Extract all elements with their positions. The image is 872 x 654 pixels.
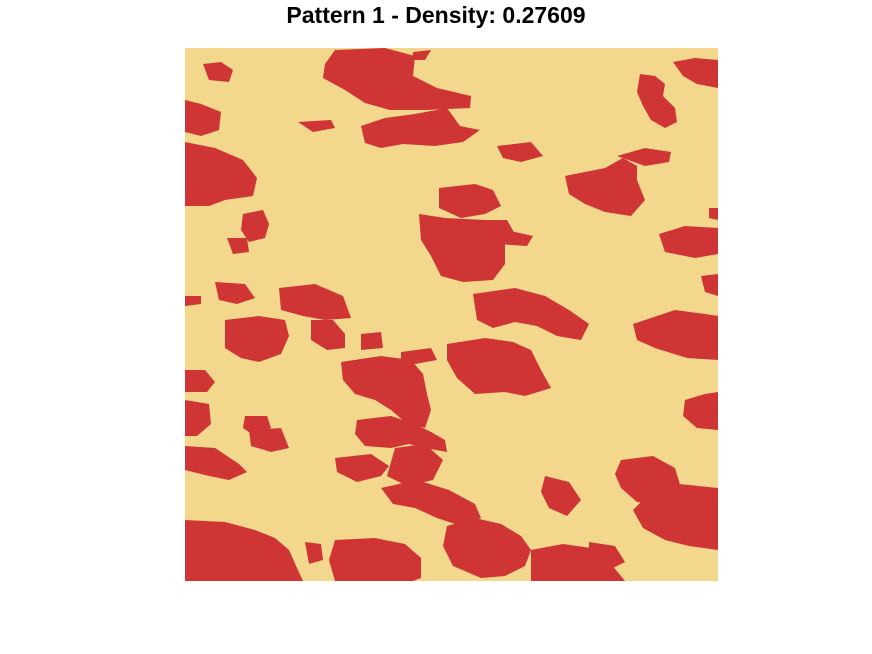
patch	[355, 416, 447, 452]
patch	[329, 538, 421, 581]
patch	[637, 74, 677, 128]
patch	[633, 310, 718, 360]
patch	[185, 400, 211, 436]
patch	[185, 100, 221, 136]
patch	[683, 392, 718, 430]
chart-title: Pattern 1 - Density: 0.27609	[286, 2, 586, 28]
patch	[387, 444, 443, 486]
patch	[185, 370, 215, 392]
patch	[311, 320, 345, 350]
patch	[701, 274, 718, 296]
patch	[323, 48, 471, 110]
patch	[481, 232, 533, 246]
patch	[413, 50, 431, 60]
patch	[298, 120, 335, 132]
patch	[341, 356, 431, 428]
patch	[185, 520, 303, 581]
patch	[185, 296, 201, 306]
patch	[447, 338, 551, 396]
patch	[381, 480, 481, 526]
patch	[659, 226, 718, 258]
patch	[241, 210, 269, 242]
patch	[673, 58, 718, 88]
patch	[203, 62, 233, 82]
patch	[473, 288, 589, 340]
patch	[589, 542, 625, 570]
patch	[419, 214, 515, 282]
patch	[617, 148, 671, 166]
patch	[215, 282, 255, 304]
patch	[439, 184, 501, 218]
occupied-patches	[185, 48, 718, 581]
patch	[225, 316, 289, 362]
patch	[541, 476, 581, 516]
patch	[443, 518, 531, 578]
patch	[633, 484, 718, 550]
patch	[185, 446, 247, 480]
patch	[565, 158, 645, 216]
patch	[305, 542, 323, 564]
patch	[531, 544, 625, 581]
patch	[279, 284, 351, 320]
patch	[361, 108, 480, 148]
patch	[497, 142, 543, 162]
pattern-heatmap	[185, 48, 718, 581]
patch	[361, 332, 383, 350]
patch	[709, 208, 718, 220]
patch	[185, 142, 257, 206]
patch	[335, 454, 389, 482]
patch	[249, 428, 289, 452]
patch	[227, 238, 249, 254]
